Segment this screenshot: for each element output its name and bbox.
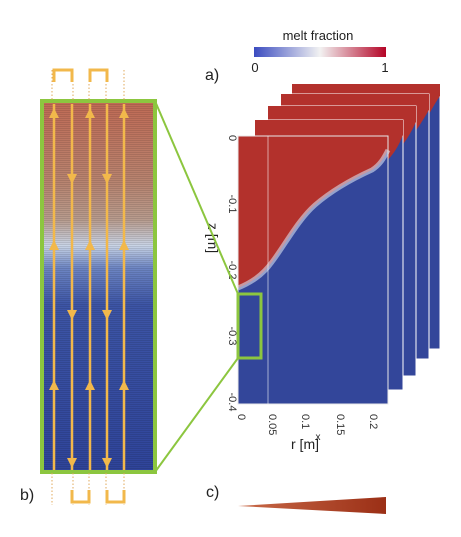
- wedge-shape: [238, 497, 386, 514]
- z-tick-0: 0: [226, 135, 238, 141]
- colorbar-max-label: 1: [381, 60, 388, 75]
- r-tick-0: 0: [235, 414, 247, 420]
- panel-label-b: b): [20, 487, 34, 504]
- slice-stack: [237, 83, 441, 405]
- slice-front: [237, 135, 391, 405]
- zoom-highlight-box: [236, 292, 263, 360]
- zoom-line-bottom: [154, 357, 239, 473]
- flow-arrows: [49, 108, 129, 468]
- zoom-line-top: [154, 100, 239, 295]
- r-tick-2: 0.1: [299, 414, 311, 429]
- panel-label-a: a): [205, 67, 219, 84]
- r-tick-3: 0.15: [334, 414, 346, 435]
- x-marker: x: [316, 432, 321, 443]
- flow-turn-top-2: [88, 68, 109, 82]
- r-axis: 0 0.05 0.1 0.15 0.2 x r [m]: [235, 414, 379, 452]
- colorbar: melt fraction 0 1: [251, 28, 388, 75]
- flow-turn-bottom-1: [70, 490, 91, 504]
- zoomed-column: [40, 68, 157, 505]
- flow-turn-bottom-2: [105, 490, 126, 504]
- z-tick-4: -0.4: [226, 393, 238, 412]
- r-axis-label: r [m]: [291, 436, 319, 452]
- z-axis: z [m] 0 -0.1 -0.2 -0.3 -0.4: [205, 135, 238, 412]
- colorbar-gradient: [254, 47, 386, 57]
- flow-turn-top-1: [52, 68, 74, 82]
- panel-label-c: c): [206, 484, 219, 501]
- r-tick-4: 0.2: [367, 414, 379, 429]
- r-tick-1: 0.05: [266, 414, 278, 435]
- z-tick-1: -0.1: [226, 195, 238, 214]
- z-tick-3: -0.3: [226, 327, 238, 346]
- colorbar-title: melt fraction: [283, 28, 354, 43]
- column-border: [40, 99, 157, 474]
- colorbar-min-label: 0: [251, 60, 258, 75]
